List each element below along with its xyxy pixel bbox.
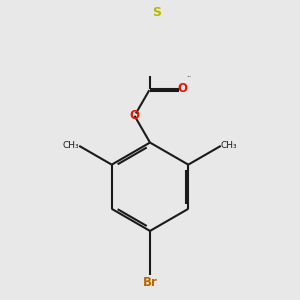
Text: O: O [177, 82, 187, 95]
Text: S: S [152, 6, 161, 19]
Text: Br: Br [142, 277, 158, 290]
Text: CH₃: CH₃ [63, 141, 79, 150]
Text: CH₃: CH₃ [221, 141, 237, 150]
Text: O: O [130, 109, 140, 122]
